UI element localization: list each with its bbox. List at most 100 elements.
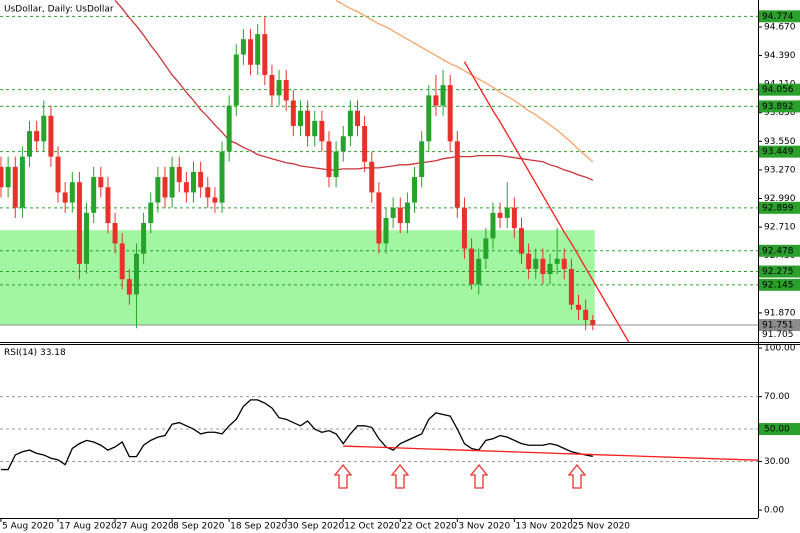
candle-body	[576, 304, 582, 310]
candle-body	[148, 202, 154, 224]
series-line	[463, 61, 594, 281]
candle-body	[376, 192, 382, 244]
candle-body	[155, 177, 161, 203]
y-tick-label: 93.550	[764, 137, 796, 147]
series-line	[335, 0, 594, 163]
candle-body	[369, 161, 375, 193]
level-label: 94.056	[762, 85, 794, 95]
candle-body	[540, 258, 546, 275]
candle-body	[340, 136, 346, 152]
support-zone	[0, 230, 595, 326]
candle-body	[162, 177, 168, 198]
candle-body	[347, 110, 353, 137]
candle-body	[355, 110, 360, 127]
bid-label: 91.751	[762, 321, 794, 331]
candle-body	[269, 74, 275, 96]
candle-body	[290, 100, 296, 127]
level-label-box	[759, 423, 800, 436]
x-tick-label: 5 Aug 2020	[2, 522, 54, 532]
candle-body	[219, 151, 225, 203]
candle-body	[183, 182, 189, 193]
up-arrow	[567, 463, 587, 489]
candle-body	[119, 243, 125, 280]
candle-body	[533, 258, 539, 269]
candle-body	[362, 126, 368, 162]
candle-body	[412, 177, 418, 203]
candle-body	[276, 80, 282, 96]
level-label: 92.899	[762, 203, 794, 213]
candle-body	[319, 120, 325, 142]
y-tick-label: 93.830	[764, 108, 796, 118]
x-tick-label: 3 Nov 2020	[458, 522, 510, 532]
y-tick-label: 91.870	[764, 308, 796, 318]
candle-body	[383, 217, 389, 244]
candle-body	[133, 253, 139, 295]
candles	[0, 16, 596, 331]
candle-body	[561, 258, 567, 269]
level-label: 92.478	[762, 246, 794, 256]
y-tick-label: 94.670	[764, 22, 796, 32]
signal-arrows	[333, 463, 587, 489]
candle-body	[476, 258, 482, 285]
candle-body	[19, 156, 25, 208]
candle-body	[326, 141, 332, 178]
up-arrow	[390, 463, 410, 489]
candle-body	[62, 192, 68, 203]
ask-label: 91.705	[762, 330, 794, 340]
candle-body	[297, 110, 303, 127]
candle-body	[433, 95, 439, 106]
candle-body	[497, 212, 503, 218]
candle-body	[98, 177, 104, 188]
candle-body	[212, 197, 218, 203]
candle-body	[27, 131, 33, 157]
up-arrow	[333, 463, 353, 489]
candle-body	[240, 39, 246, 55]
candle-body	[490, 212, 496, 239]
price-lines	[114, 0, 630, 342]
candle-body	[233, 54, 239, 106]
chart-title: UsDollar, Daily: UsDollar	[4, 5, 114, 15]
level-label: 94.774	[762, 12, 794, 22]
candle-body	[84, 212, 90, 264]
candle-body	[547, 263, 553, 275]
x-tick-label: 12 Oct 2020	[344, 522, 400, 532]
candle-body	[583, 309, 589, 321]
y-tick-label: 50.00	[764, 425, 790, 435]
x-tick-label: 8 Sep 2020	[173, 522, 225, 532]
grid-layer	[0, 15, 758, 462]
x-tick-label: 30 Sep 2020	[287, 522, 344, 532]
candle-body	[454, 141, 460, 208]
candle-body	[248, 39, 254, 65]
y-tick-label: 93.270	[764, 165, 796, 175]
candle-body	[305, 110, 311, 137]
candle-body	[283, 80, 289, 101]
candle-body	[69, 182, 75, 203]
candle-body	[426, 95, 432, 142]
series-line	[343, 445, 593, 456]
x-tick-label: 17 Aug 2020	[59, 522, 117, 532]
y-tick-label: 100.00	[764, 344, 796, 354]
candle-body	[590, 320, 596, 326]
level-label-box	[759, 83, 800, 96]
candle-body	[0, 166, 4, 188]
candle-body	[76, 182, 82, 264]
candle-body	[554, 258, 560, 264]
candle-body	[34, 131, 40, 142]
level-label-box	[759, 100, 800, 113]
candle-body	[404, 202, 410, 224]
candle-body	[511, 207, 517, 229]
candle-body	[191, 171, 197, 193]
frame	[0, 0, 800, 519]
candle-body	[226, 105, 232, 152]
candle-body	[568, 268, 574, 305]
rsi-lines	[1, 399, 758, 471]
level-label: 93.892	[762, 102, 794, 112]
level-label-box	[759, 201, 800, 214]
rsi-name: RSI(14)	[4, 348, 37, 358]
candle-body	[390, 207, 396, 218]
series-line	[114, 0, 594, 181]
x-tick-label: 18 Sep 2020	[230, 522, 287, 532]
y-tick-label: 94.390	[764, 51, 796, 61]
